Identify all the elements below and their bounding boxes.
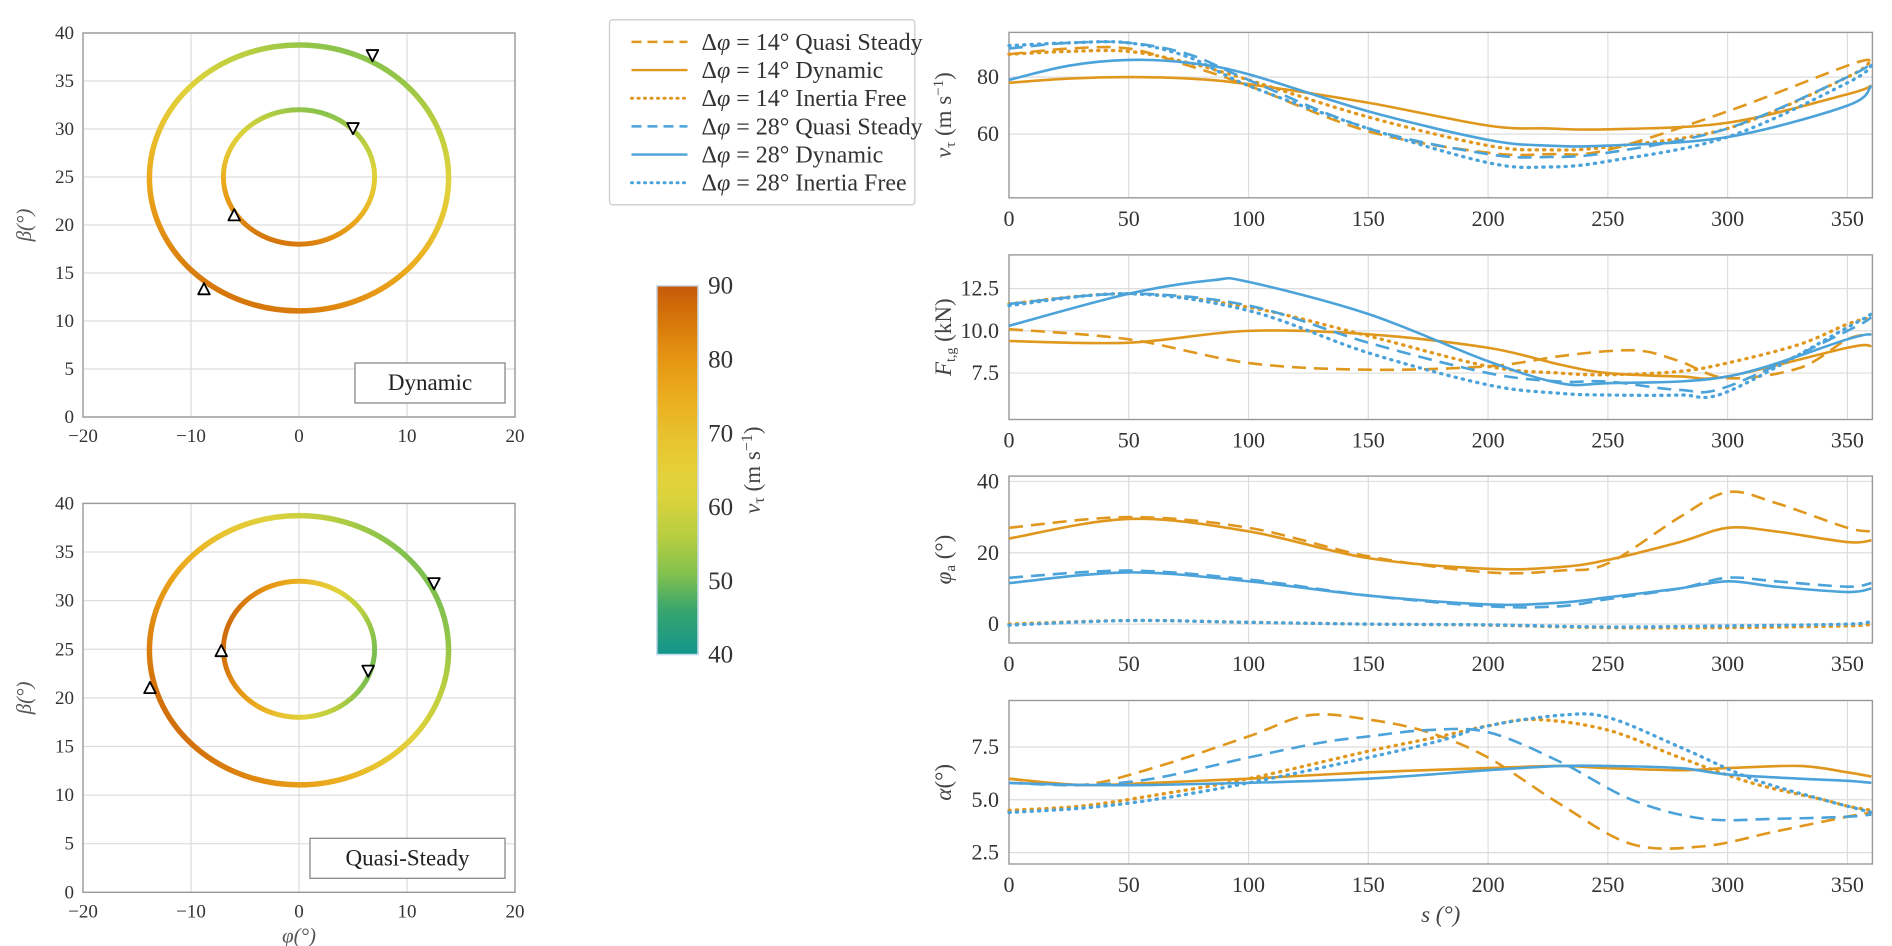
- svg-text:vτ (m s−1): vτ (m s−1): [931, 72, 959, 158]
- svg-text:300: 300: [1711, 651, 1744, 676]
- svg-text:20: 20: [506, 901, 525, 922]
- svg-text:−10: −10: [176, 901, 206, 922]
- svg-text:300: 300: [1711, 872, 1744, 897]
- svg-text:40: 40: [55, 23, 74, 44]
- svg-text:10: 10: [55, 311, 74, 332]
- svg-text:80: 80: [708, 346, 733, 373]
- svg-text:Δφ = 14° Inertia Free: Δφ = 14° Inertia Free: [702, 86, 907, 112]
- svg-text:Δφ = 28° Dynamic: Δφ = 28° Dynamic: [702, 143, 884, 169]
- svg-text:40: 40: [977, 468, 999, 493]
- svg-text:20: 20: [977, 540, 999, 565]
- svg-text:0: 0: [1004, 206, 1015, 231]
- svg-text:300: 300: [1711, 428, 1744, 453]
- svg-text:350: 350: [1831, 428, 1864, 453]
- svg-text:Ft,g (kN): Ft,g (kN): [931, 298, 959, 377]
- svg-text:0: 0: [65, 882, 75, 903]
- svg-text:100: 100: [1232, 206, 1265, 231]
- svg-text:5: 5: [65, 834, 75, 855]
- svg-text:100: 100: [1232, 872, 1265, 897]
- svg-text:20: 20: [55, 215, 74, 236]
- svg-text:150: 150: [1352, 651, 1385, 676]
- svg-text:−20: −20: [68, 426, 98, 447]
- svg-text:50: 50: [1118, 428, 1140, 453]
- svg-text:5: 5: [65, 359, 75, 380]
- svg-text:−20: −20: [68, 901, 98, 922]
- svg-text:250: 250: [1591, 206, 1624, 231]
- svg-text:200: 200: [1472, 872, 1505, 897]
- svg-text:35: 35: [55, 71, 74, 92]
- svg-text:Dynamic: Dynamic: [388, 370, 472, 395]
- svg-text:60: 60: [708, 494, 733, 521]
- svg-text:200: 200: [1472, 428, 1505, 453]
- svg-text:70: 70: [708, 420, 733, 447]
- svg-text:0: 0: [1004, 428, 1015, 453]
- svg-text:0: 0: [294, 901, 304, 922]
- svg-text:250: 250: [1591, 651, 1624, 676]
- svg-text:φa (°): φa (°): [931, 535, 959, 585]
- svg-text:200: 200: [1472, 651, 1505, 676]
- svg-text:80: 80: [977, 64, 999, 89]
- svg-text:40: 40: [55, 493, 74, 514]
- svg-text:150: 150: [1352, 428, 1385, 453]
- svg-text:0: 0: [988, 611, 999, 636]
- svg-text:s (°): s (°): [1421, 902, 1460, 927]
- svg-text:25: 25: [55, 167, 74, 188]
- svg-text:20: 20: [506, 426, 525, 447]
- svg-text:50: 50: [708, 568, 733, 595]
- svg-text:−10: −10: [176, 426, 206, 447]
- svg-text:50: 50: [1118, 872, 1140, 897]
- svg-text:0: 0: [65, 407, 75, 428]
- svg-text:β(°): β(°): [12, 209, 36, 243]
- svg-text:7.5: 7.5: [972, 360, 1000, 385]
- svg-text:50: 50: [1118, 206, 1140, 231]
- svg-text:0: 0: [1004, 651, 1015, 676]
- svg-text:200: 200: [1472, 206, 1505, 231]
- svg-text:100: 100: [1232, 428, 1265, 453]
- svg-text:7.5: 7.5: [972, 734, 1000, 759]
- svg-text:60: 60: [977, 121, 999, 146]
- svg-text:100: 100: [1232, 651, 1265, 676]
- svg-text:350: 350: [1831, 206, 1864, 231]
- svg-text:Δφ = 28° Inertia Free: Δφ = 28° Inertia Free: [702, 171, 907, 197]
- svg-text:25: 25: [55, 639, 74, 660]
- svg-text:Δφ = 28° Quasi Steady: Δφ = 28° Quasi Steady: [702, 114, 923, 140]
- svg-text:150: 150: [1352, 872, 1385, 897]
- svg-text:20: 20: [55, 688, 74, 709]
- svg-text:30: 30: [55, 591, 74, 612]
- svg-text:30: 30: [55, 119, 74, 140]
- svg-text:vτ (m s−1): vτ (m s−1): [739, 426, 768, 513]
- svg-text:50: 50: [1118, 651, 1140, 676]
- svg-text:0: 0: [1004, 872, 1015, 897]
- svg-text:350: 350: [1831, 872, 1864, 897]
- svg-text:12.5: 12.5: [961, 276, 1000, 301]
- svg-text:10: 10: [398, 426, 417, 447]
- svg-text:φ(°): φ(°): [282, 923, 316, 946]
- svg-text:150: 150: [1352, 206, 1385, 231]
- svg-text:Δφ = 14° Quasi Steady: Δφ = 14° Quasi Steady: [702, 30, 923, 56]
- svg-text:10.0: 10.0: [961, 318, 1000, 343]
- svg-text:0: 0: [294, 426, 304, 447]
- svg-text:β(°): β(°): [12, 681, 36, 715]
- svg-text:90: 90: [708, 273, 733, 300]
- svg-text:Δφ = 14° Dynamic: Δφ = 14° Dynamic: [702, 58, 884, 84]
- svg-text:40: 40: [708, 642, 733, 669]
- svg-text:2.5: 2.5: [972, 840, 1000, 865]
- svg-text:15: 15: [55, 736, 74, 757]
- svg-text:α(°): α(°): [931, 764, 956, 801]
- svg-text:350: 350: [1831, 651, 1864, 676]
- svg-text:10: 10: [398, 901, 417, 922]
- svg-text:15: 15: [55, 263, 74, 284]
- svg-text:10: 10: [55, 785, 74, 806]
- svg-text:Quasi-Steady: Quasi-Steady: [346, 845, 470, 870]
- svg-text:5.0: 5.0: [972, 787, 1000, 812]
- svg-text:35: 35: [55, 542, 74, 563]
- svg-text:300: 300: [1711, 206, 1744, 231]
- svg-text:250: 250: [1591, 872, 1624, 897]
- svg-text:250: 250: [1591, 428, 1624, 453]
